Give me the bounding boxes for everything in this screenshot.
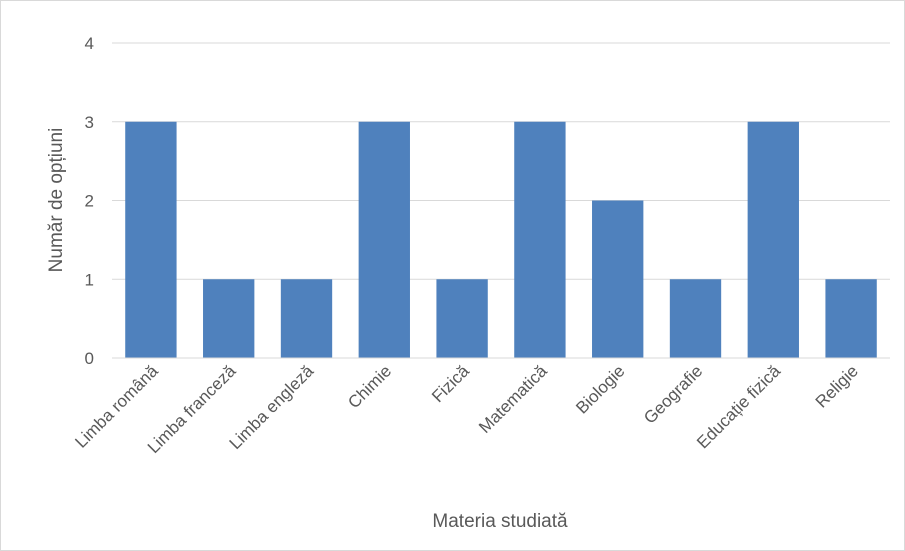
x-tick-label-6: Biologie [572, 361, 628, 417]
x-tick-label-4: Fizică [428, 361, 473, 406]
bar-0 [125, 121, 177, 358]
y-tick-label-0: 0 [85, 349, 94, 368]
bar-5 [514, 121, 566, 358]
bar-6 [592, 200, 644, 358]
bar-4 [436, 279, 488, 358]
y-tick-label-1: 1 [85, 270, 94, 289]
y-tick-labels: 0 1 2 3 4 [85, 34, 94, 368]
x-tick-label-8: Educație fizică [693, 361, 784, 452]
y-tick-label-2: 2 [85, 192, 94, 211]
bar-1 [203, 279, 255, 358]
x-axis-title: Materia studiată [432, 511, 568, 532]
y-axis-title: Număr de opțiuni [46, 128, 67, 273]
bar-3 [358, 121, 410, 358]
bar-9 [825, 279, 877, 358]
bar-2 [280, 279, 333, 358]
x-tick-label-7: Geografie [640, 361, 706, 427]
x-tick-label-3: Chimie [344, 361, 395, 412]
bar-7 [669, 279, 722, 358]
bar-8 [747, 121, 799, 358]
y-tick-label-4: 4 [85, 34, 94, 53]
x-tick-label-5: Matematică [475, 361, 551, 437]
bars [125, 121, 877, 358]
y-tick-label-3: 3 [85, 113, 94, 132]
x-tick-label-9: Religie [812, 361, 862, 411]
